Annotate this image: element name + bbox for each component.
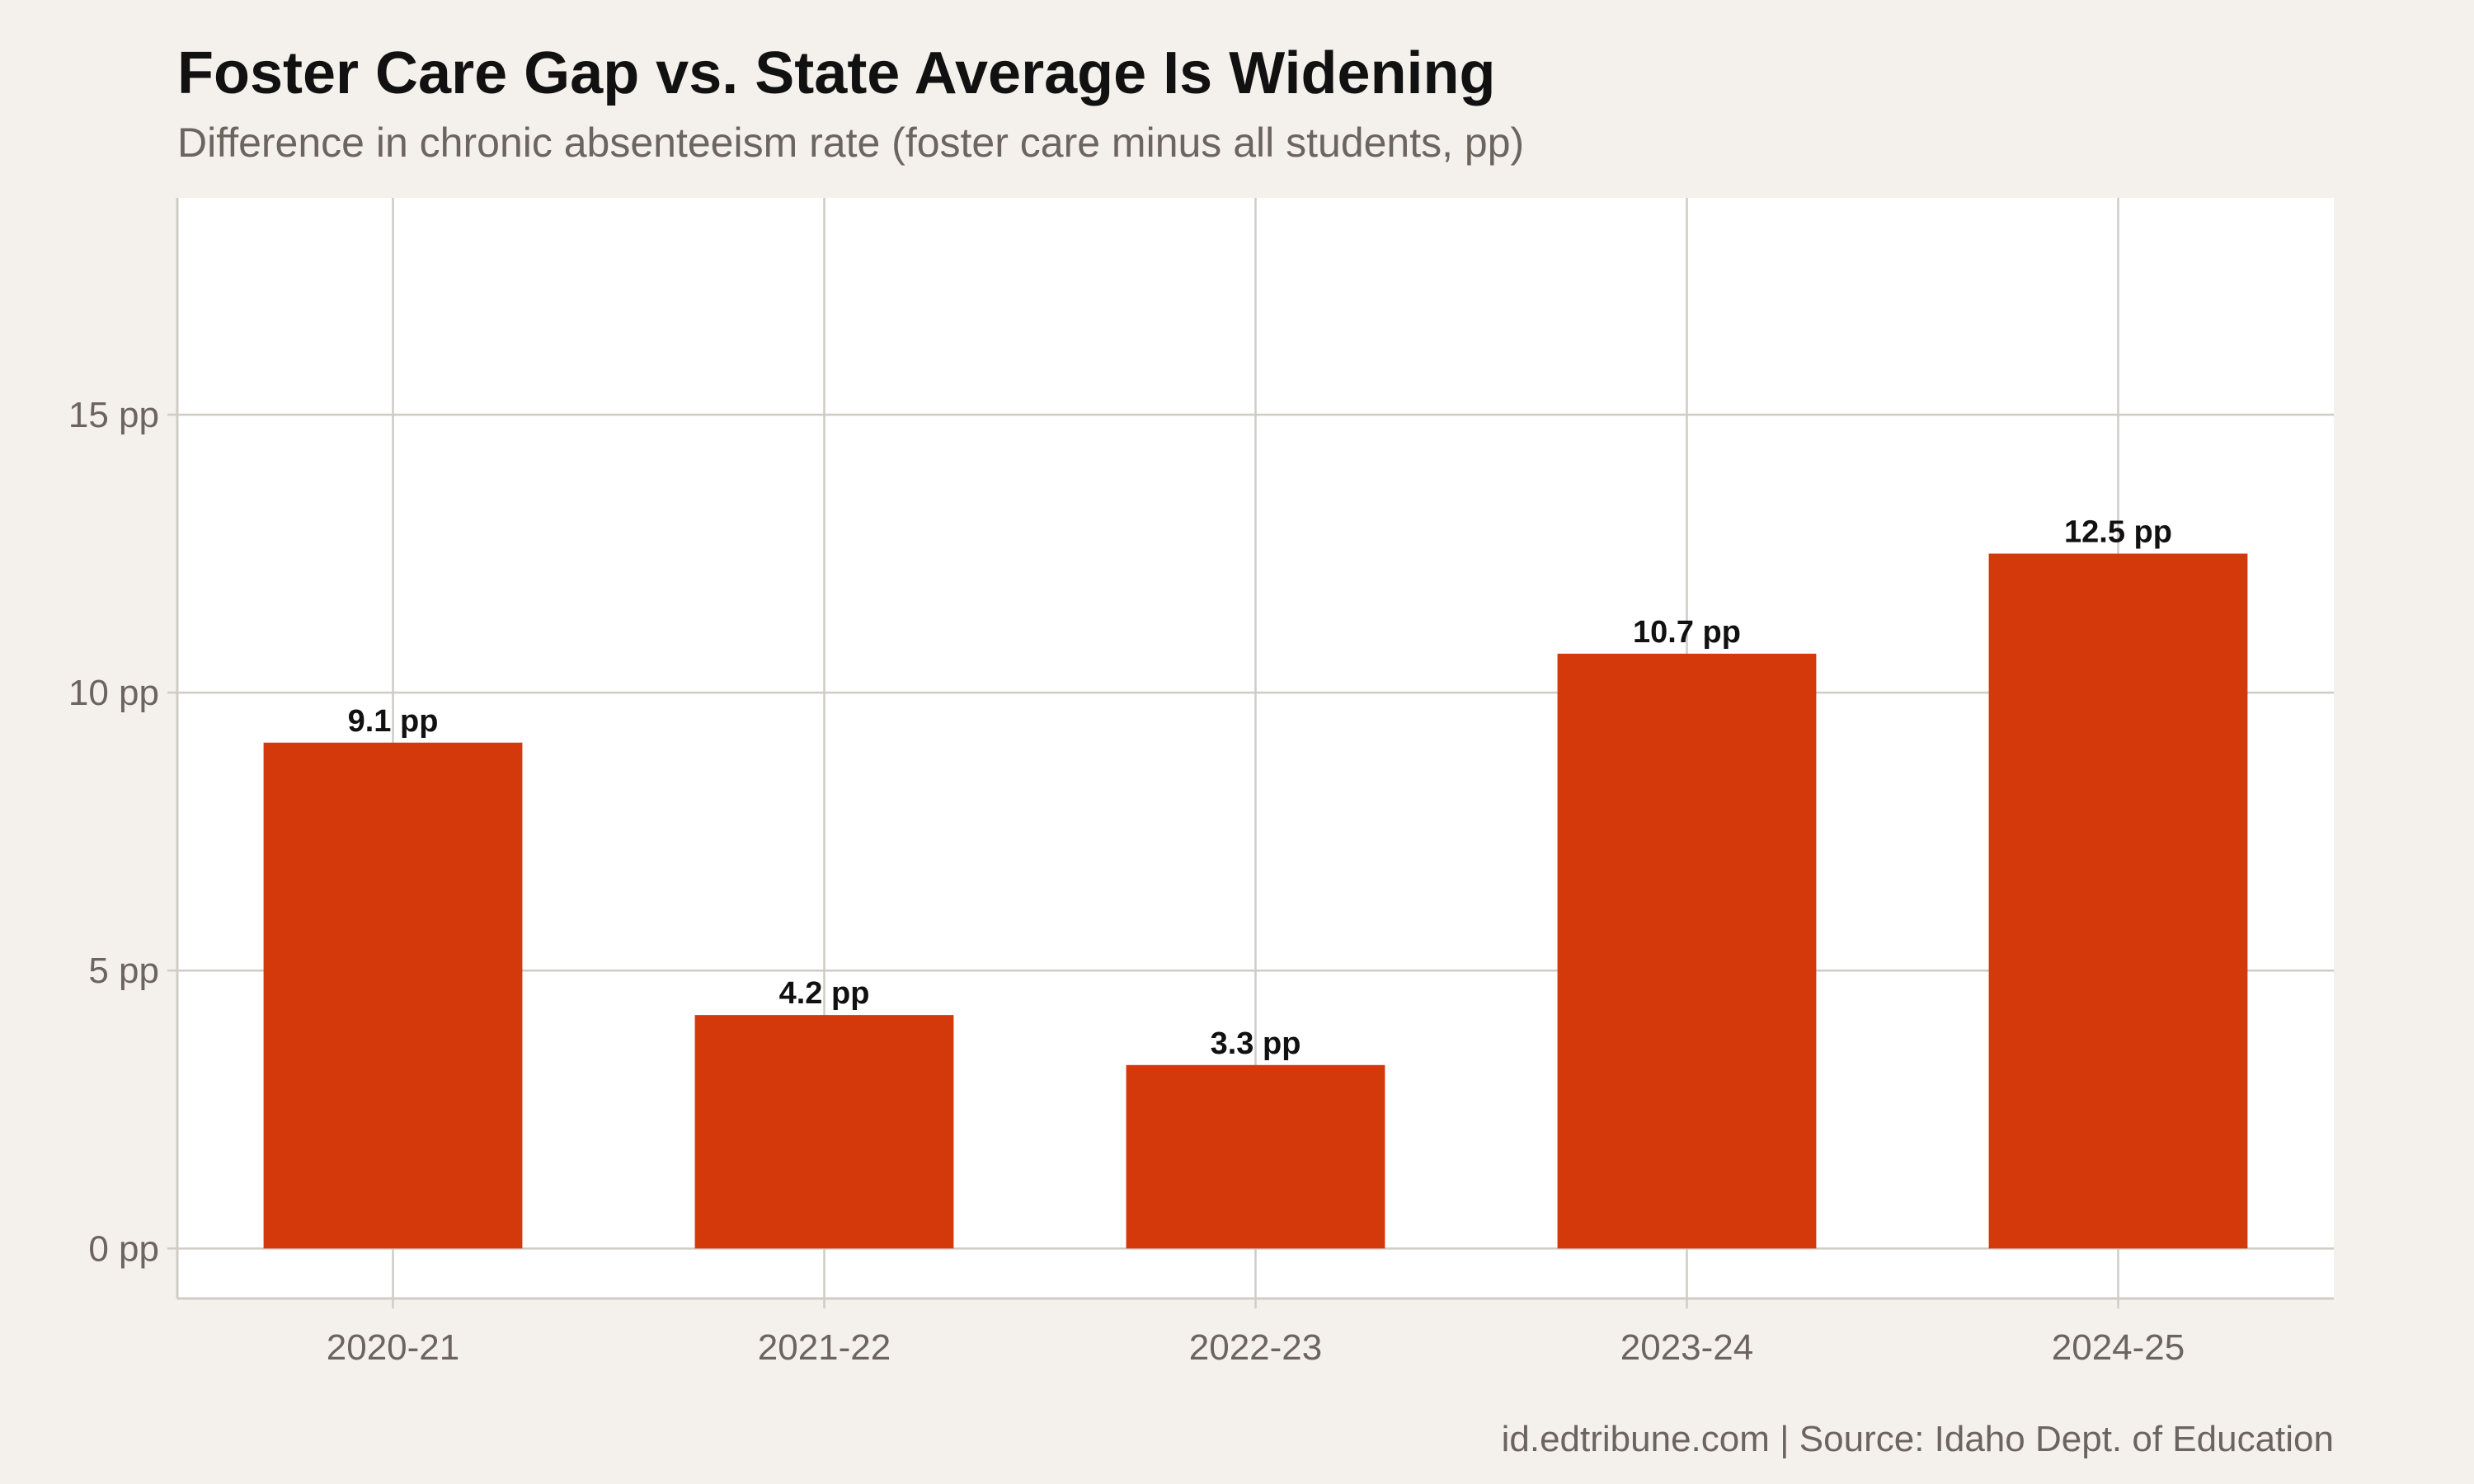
bars (263, 553, 2248, 1249)
x-tick-label: 2020-21 (327, 1327, 459, 1368)
x-tick-label: 2024-25 (2052, 1327, 2185, 1368)
data-label: 9.1 pp (348, 704, 439, 739)
chart-subtitle: Difference in chronic absenteeism rate (… (177, 120, 1524, 166)
data-label: 3.3 pp (1211, 1026, 1301, 1061)
y-tick-label: 10 pp (68, 673, 159, 713)
bar-2021-22 (694, 1015, 954, 1249)
bar-2024-25 (1988, 553, 2248, 1249)
bar-2022-23 (1126, 1064, 1385, 1249)
axes: 0 pp 5 pp 10 pp 15 pp 2020-21 2021-22 2022-23 2… (68, 198, 2334, 1368)
bar-2020-21 (263, 742, 523, 1249)
x-tick-label: 2023-24 (1620, 1327, 1753, 1368)
chart-title: Foster Care Gap vs. State Average Is Wid… (177, 40, 1496, 106)
data-label: 12.5 pp (2064, 515, 2172, 550)
x-tick-label: 2022-23 (1189, 1327, 1322, 1368)
y-tick-label: 0 pp (88, 1228, 159, 1269)
data-label: 4.2 pp (779, 976, 870, 1011)
chart-caption: id.edtribune.com | Source: Idaho Dept. o… (1502, 1419, 2334, 1459)
data-labels: 9.1 pp 4.2 pp 3.3 pp 10.7 pp 12.5 pp (348, 515, 2172, 1061)
y-tick-label: 15 pp (68, 395, 159, 435)
y-tick-label: 5 pp (88, 951, 159, 991)
x-tick-label: 2021-22 (758, 1327, 891, 1368)
data-label: 10.7 pp (1633, 615, 1741, 650)
bar-2023-24 (1557, 653, 1817, 1249)
